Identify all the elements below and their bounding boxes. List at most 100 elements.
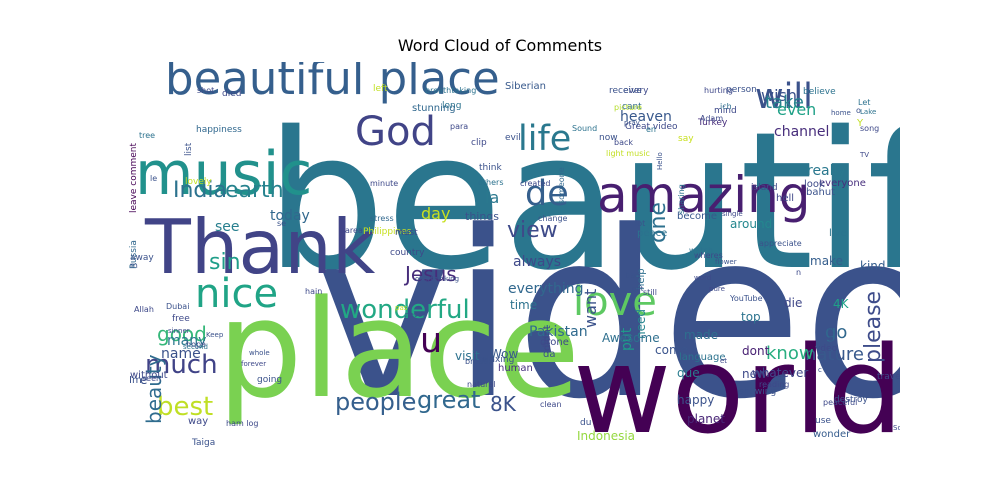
word-lot: lot — [635, 219, 646, 228]
word-every: every — [623, 86, 649, 96]
word-bahut: bahut — [806, 187, 836, 198]
word-area: area — [345, 226, 363, 235]
word-n: n — [796, 268, 802, 277]
word-really: really — [807, 163, 846, 179]
word-away: away — [130, 253, 154, 263]
word-youtube: YouTube — [730, 294, 763, 303]
word-8k: 8K — [490, 392, 516, 416]
word-believe: believe — [803, 87, 836, 97]
word-earth: earth — [225, 178, 284, 203]
word-everything: everything — [508, 281, 584, 297]
word-philippines: Philippines — [363, 227, 412, 237]
word-use: use — [815, 416, 831, 426]
word-da: da — [543, 349, 556, 360]
word-et: et — [720, 357, 728, 365]
word-tree: tree — [139, 131, 156, 140]
word-hell: hell — [776, 193, 795, 204]
word-mind: mind — [714, 106, 737, 116]
word-taiga: Taiga — [192, 438, 216, 448]
word-lovely: lovely — [185, 177, 212, 187]
word-everyone: everyone — [819, 178, 866, 189]
word-created: created — [520, 179, 551, 188]
word-destroy: destroy — [834, 395, 868, 405]
word-picture: picture — [614, 103, 642, 112]
word-4k: 4K — [833, 297, 849, 311]
word-travel: travel — [877, 372, 900, 382]
word-drone: drone — [540, 337, 569, 348]
word-receive: receive — [609, 86, 642, 96]
word-without: without — [130, 370, 168, 381]
word-siberian: Siberian — [505, 81, 546, 92]
word-light-music: light music — [606, 149, 650, 158]
word-love: love — [573, 279, 657, 325]
word-back: back — [614, 138, 634, 147]
word-shot: shot — [197, 86, 215, 95]
word-new: new — [742, 367, 767, 381]
word-died: died — [222, 89, 242, 99]
word-around: around — [730, 217, 773, 231]
word-much: much — [145, 350, 218, 380]
word-even: even — [777, 100, 817, 119]
word-list: list — [184, 142, 194, 156]
word-beautiful: beautiful — [265, 91, 900, 312]
word-kind: kind — [860, 259, 886, 273]
word-channel: channel — [774, 124, 830, 140]
word-life: life — [518, 119, 572, 159]
word-become: become — [677, 211, 718, 222]
word-going: going — [257, 375, 283, 385]
word-wonder: wonder — [813, 429, 851, 440]
word-ham-log: ham log — [226, 419, 259, 428]
word-turkey: Turkey — [698, 118, 728, 128]
word-word: word — [694, 274, 712, 282]
word-evil: evil — [505, 133, 521, 143]
word-sin: sin — [209, 250, 241, 275]
word-see: see — [215, 219, 240, 235]
word-heaven: heaven — [620, 109, 672, 125]
word-pure: pure — [709, 285, 725, 293]
word-happiness: happiness — [196, 125, 242, 135]
word-dont: dont — [742, 344, 770, 358]
word-many: many — [167, 333, 207, 349]
word-clip: clip — [471, 138, 487, 148]
word-others: others — [478, 178, 504, 187]
word-im: Im — [129, 375, 142, 386]
word-sharing: sharing — [677, 184, 686, 214]
word-time: time — [510, 298, 538, 312]
word-happy: happy — [677, 393, 715, 407]
word-made: made — [684, 328, 719, 342]
word-le: le — [150, 174, 158, 183]
word-things: things — [465, 210, 500, 223]
word-vdeo: vdeo — [815, 344, 838, 354]
word-bad: bad — [625, 271, 641, 280]
word-wonderful: wonderful — [340, 295, 470, 325]
word-single: single — [722, 210, 743, 218]
word-u: u — [420, 321, 443, 361]
word-hope: hope — [186, 340, 206, 349]
word-thank: Thank — [145, 203, 376, 291]
word-allah: Allah — [134, 305, 154, 314]
word-song: song — [860, 124, 880, 133]
word-wheres: wheres — [694, 251, 723, 260]
word-think: think — [479, 163, 502, 173]
word-person: person — [726, 85, 757, 95]
word-way: way — [188, 416, 209, 427]
word-hello: Hello — [656, 152, 664, 170]
word-second: second — [183, 343, 208, 351]
word-que: que — [677, 366, 700, 380]
word-keep: Keep — [206, 331, 224, 339]
word-let: Let — [858, 98, 871, 107]
word-forever: forever — [241, 360, 267, 368]
word-sound: Sound — [572, 124, 598, 133]
word-jesus: Jesus — [405, 262, 457, 286]
word-human: human — [498, 363, 533, 374]
word-sinner: sinner — [168, 327, 190, 335]
word-pakistan: Pakistan — [529, 324, 588, 340]
word-whole: whole — [249, 349, 270, 357]
word-video: video — [315, 183, 900, 450]
word-place: place — [217, 271, 581, 428]
word-dubai: Dubai — [166, 302, 190, 311]
word-relaxing: relaxing — [478, 355, 515, 365]
word-top: top — [741, 310, 761, 324]
word-tv: TV — [860, 151, 870, 159]
word-pray: pray — [624, 119, 640, 127]
